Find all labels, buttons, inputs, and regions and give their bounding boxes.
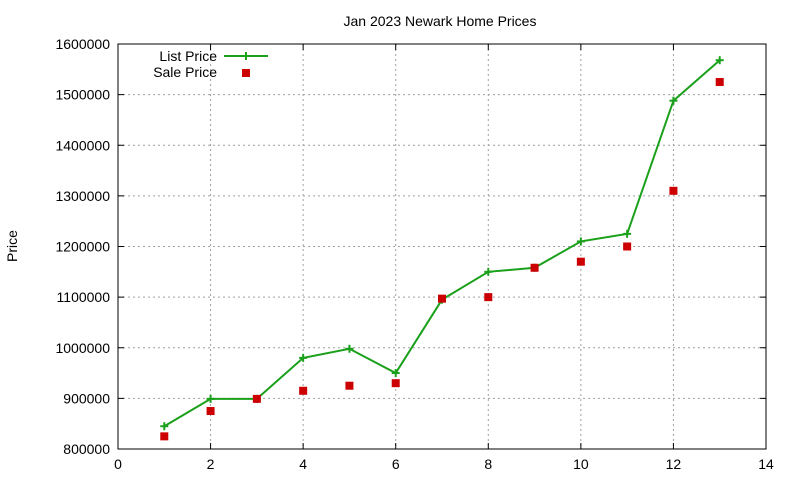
y-axis-label: Price [4, 230, 20, 262]
data-point [484, 267, 493, 276]
axes: 0 2 4 6 8 10 12 14 800000 900000 1000000 1100000 120… [55, 36, 774, 472]
data-point [623, 229, 632, 238]
x-tick-label: 2 [207, 456, 215, 472]
y-tick-label: 1400000 [55, 137, 110, 153]
x-tick-label: 8 [484, 456, 492, 472]
data-point [206, 394, 215, 403]
data-point [206, 407, 215, 416]
series-layer [160, 56, 724, 441]
data-point [299, 353, 308, 362]
x-tick-label: 12 [666, 456, 682, 472]
data-point [484, 293, 493, 302]
y-tick-label: 800000 [63, 441, 110, 457]
data-point [345, 381, 354, 390]
data-point [576, 237, 585, 246]
legend-marker [242, 69, 250, 77]
data-point [299, 386, 308, 395]
data-point [623, 242, 632, 251]
data-point [715, 56, 724, 65]
data-point [438, 294, 446, 303]
series-line [163, 59, 721, 428]
data-point [391, 369, 400, 378]
x-tick-label: 10 [573, 456, 589, 472]
data-point [160, 422, 169, 431]
data-point [391, 379, 400, 388]
data-point [669, 186, 678, 195]
x-tick-label: 6 [392, 456, 400, 472]
data-point [345, 344, 354, 353]
y-tick-label: 900000 [63, 390, 110, 406]
data-point [530, 263, 539, 272]
grid-lines [118, 44, 766, 449]
legend-marker [242, 52, 250, 60]
series-list-price [160, 56, 724, 431]
legend-label: List Price [159, 48, 217, 64]
y-tick-label: 1200000 [55, 239, 110, 255]
legend-label: Sale Price [153, 64, 217, 80]
data-point [669, 96, 678, 105]
x-tick-label: 14 [758, 456, 774, 472]
data-point [576, 257, 585, 266]
y-tick-label: 1000000 [55, 340, 110, 356]
data-point [252, 394, 261, 403]
y-tick-label: 1600000 [55, 36, 110, 52]
y-tick-label: 1500000 [55, 87, 110, 103]
series-sale-price [160, 77, 724, 441]
y-tick-label: 1100000 [57, 289, 111, 305]
data-point [715, 77, 724, 86]
y-tick-label: 1300000 [55, 188, 110, 204]
chart-title: Jan 2023 Newark Home Prices [344, 13, 537, 29]
x-tick-label: 0 [114, 456, 122, 472]
x-tick-label: 4 [299, 456, 307, 472]
data-point [160, 432, 169, 441]
